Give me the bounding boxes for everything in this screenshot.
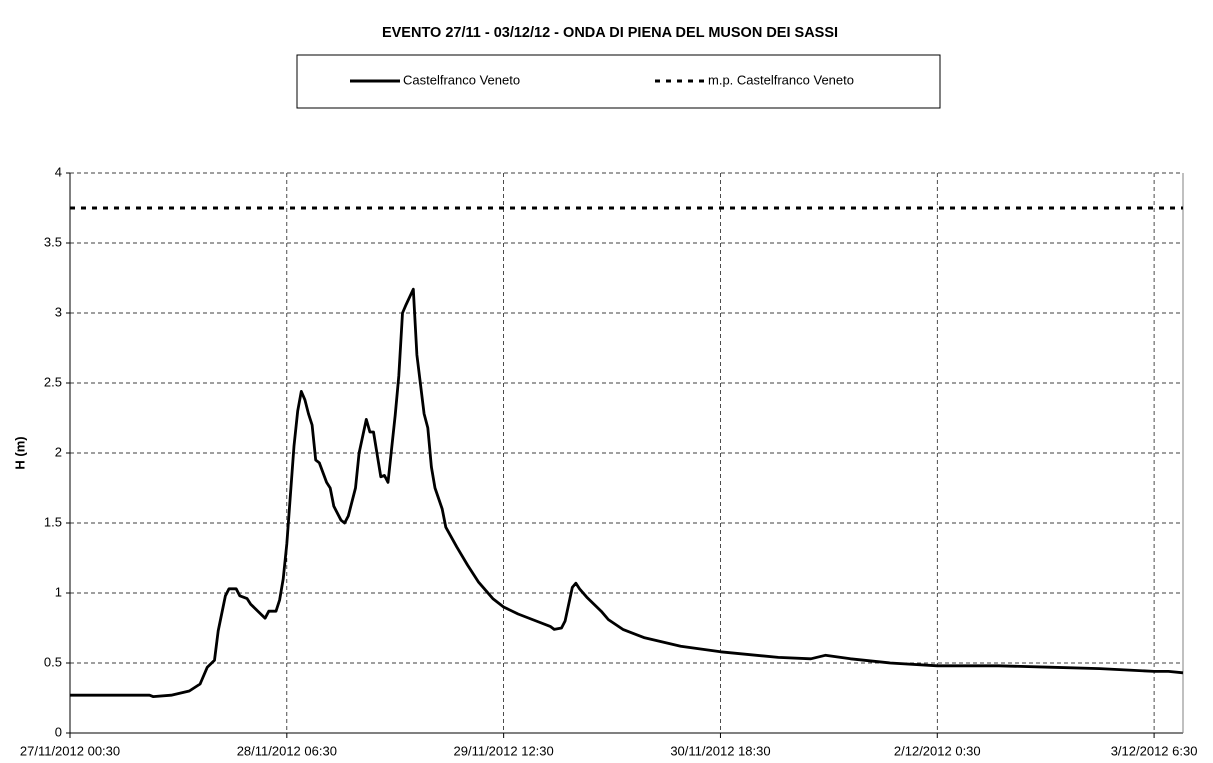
legend-label: Castelfranco Veneto [403,72,520,87]
y-tick-label: 4 [55,164,62,179]
y-tick-label: 2 [55,444,62,459]
chart-title: EVENTO 27/11 - 03/12/12 - ONDA DI PIENA … [382,25,838,41]
x-tick-label: 2/12/2012 0:30 [894,743,981,758]
legend-label: m.p. Castelfranco Veneto [708,72,854,87]
x-tick-label: 29/11/2012 12:30 [454,743,554,758]
y-tick-label: 1.5 [44,514,62,529]
y-tick-label: 0 [55,724,62,739]
y-tick-label: 2.5 [44,374,62,389]
y-tick-label: 3.5 [44,234,62,249]
data-line [70,287,1184,698]
y-tick-label: 1 [55,584,62,599]
y-axis-label: H (m) [12,436,27,469]
x-tick-label: 27/11/2012 00:30 [20,743,120,758]
x-tick-label: 28/11/2012 06:30 [237,743,337,758]
legend-box [296,54,941,109]
x-tick-label: 3/12/2012 6:30 [1111,743,1198,758]
x-tick-label: 30/11/2012 18:30 [670,743,770,758]
y-tick-label: 3 [55,304,62,319]
y-tick-label: 0.5 [44,654,62,669]
